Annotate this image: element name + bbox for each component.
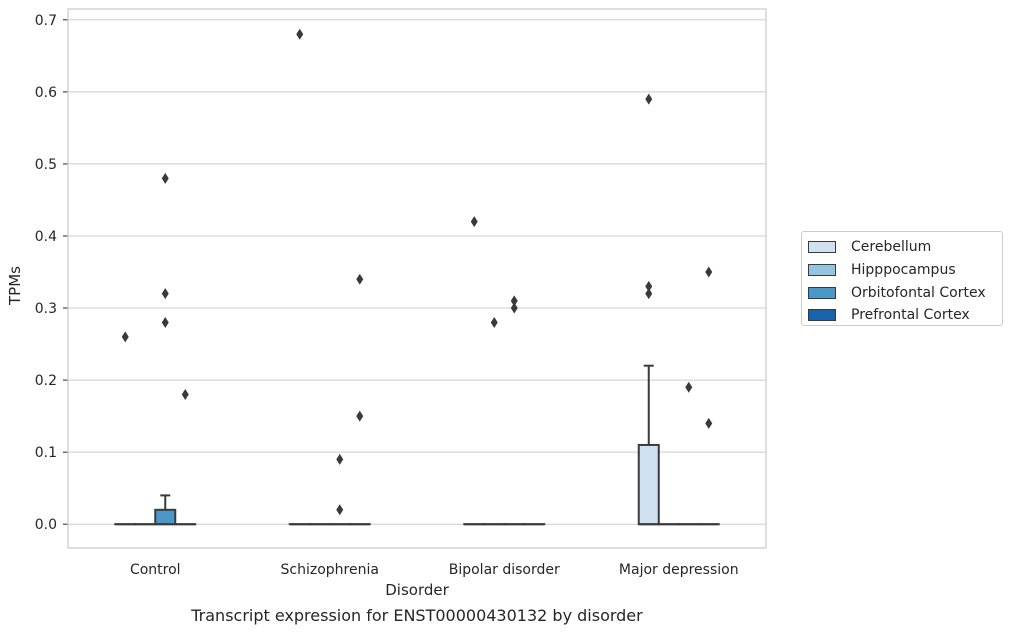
outlier-point	[161, 316, 169, 328]
outlier-point	[685, 381, 693, 393]
legend-label-orbitofrontal-cortex: Orbitofontal Cortex	[851, 284, 986, 301]
x-axis-label: Disorder	[385, 581, 449, 599]
x-tick-label: Major depression	[619, 562, 739, 578]
legend-swatch-cerebellum	[808, 241, 836, 254]
y-tick-label: 0.5	[35, 157, 57, 173]
outlier-point	[510, 302, 518, 314]
legend-label-cerebellum: Cerebellum	[851, 239, 932, 256]
legend-label-prefrontal-cortex: Prefrontal Cortex	[851, 307, 970, 324]
legend-item-hippocampus: Hipppocampus	[808, 259, 1002, 282]
outlier-point	[296, 28, 304, 40]
x-tick-label: Control	[130, 562, 181, 578]
outlier-point	[356, 273, 364, 285]
outlier-point	[356, 410, 364, 422]
legend-swatch-prefrontal-cortex	[808, 309, 836, 322]
outlier-point	[121, 331, 129, 343]
outlier-point	[336, 453, 344, 465]
plot-frame	[67, 8, 767, 549]
outlier-point	[336, 504, 344, 516]
legend-swatch-hippocampus	[808, 264, 836, 277]
legend-label-hippocampus: Hipppocampus	[851, 262, 956, 279]
figure-caption: Transcript expression for ENST0000043013…	[191, 606, 643, 625]
y-tick-label: 0.4	[35, 229, 57, 245]
legend-item-prefrontal-cortex: Prefrontal Cortex	[808, 304, 1002, 327]
x-tick-label: Bipolar disorder	[449, 562, 560, 578]
outlier-point	[645, 93, 653, 105]
x-tick-label: Schizophrenia	[281, 562, 379, 578]
box-2-0	[154, 508, 177, 526]
legend-swatch-orbitofrontal-cortex	[808, 286, 836, 299]
legend-item-cerebellum: Cerebellum	[808, 236, 1002, 259]
outlier-point	[705, 266, 713, 278]
outlier-point	[645, 288, 653, 300]
outlier-point	[510, 295, 518, 307]
legend-item-orbitofrontal-cortex: Orbitofontal Cortex	[808, 281, 1002, 304]
outlier-point	[705, 417, 713, 429]
y-tick-label: 0.7	[35, 13, 57, 29]
y-tick-label: 0.1	[35, 445, 57, 461]
outlier-point	[645, 280, 653, 292]
outlier-point	[470, 216, 478, 228]
outlier-point	[161, 172, 169, 184]
y-axis-label: TPMs	[6, 266, 24, 306]
outlier-point	[490, 316, 498, 328]
y-tick-label: 0.0	[35, 517, 57, 533]
y-tick-label: 0.6	[35, 85, 57, 101]
outlier-point	[181, 389, 189, 401]
legend: Cerebellum Hipppocampus Orbitofontal Cor…	[801, 231, 1003, 326]
y-tick-label: 0.2	[35, 373, 57, 389]
box-0-3	[637, 443, 660, 526]
outlier-point	[161, 288, 169, 300]
y-tick-label: 0.3	[35, 301, 57, 317]
